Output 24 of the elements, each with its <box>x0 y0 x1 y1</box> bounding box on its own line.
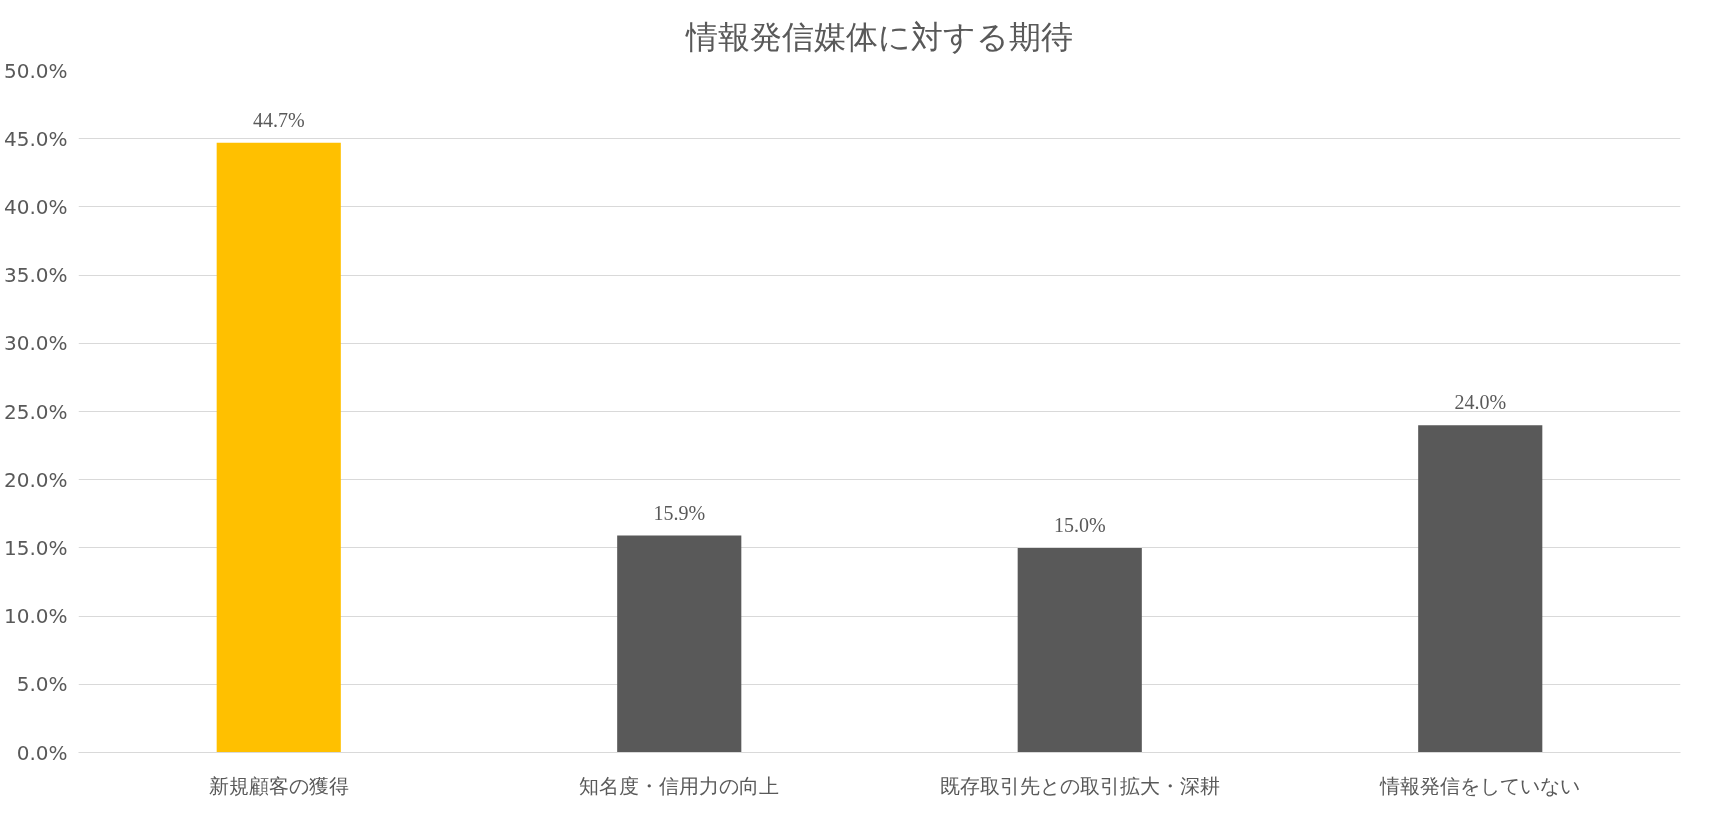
y-tick-label: 50.0% <box>3 58 68 83</box>
y-tick-label: 45.0% <box>3 126 68 151</box>
x-tick-label: 新規顧客の獲得 <box>208 773 349 798</box>
bar <box>216 142 341 753</box>
bar <box>1418 425 1543 753</box>
data-label: 15.9% <box>653 501 706 524</box>
y-tick-label: 20.0% <box>3 467 68 492</box>
bar <box>1017 547 1142 753</box>
data-label: 15.0% <box>1053 513 1106 536</box>
y-tick-label: 30.0% <box>3 331 68 356</box>
chart-title: 情報発信媒体に対する期待 <box>685 17 1073 56</box>
y-tick-label: 35.0% <box>3 263 68 288</box>
y-tick-label: 25.0% <box>3 399 68 424</box>
y-tick-label: 40.0% <box>3 194 68 219</box>
y-tick-label: 10.0% <box>3 604 68 629</box>
data-label: 44.7% <box>252 108 305 131</box>
bar <box>617 535 742 753</box>
x-tick-label: 既存取引先との取引拡大・深耕 <box>939 773 1220 798</box>
y-tick-label: 5.0% <box>16 672 68 697</box>
x-tick-label: 情報発信をしていない <box>1379 773 1581 798</box>
y-tick-label: 15.0% <box>3 535 68 560</box>
data-label: 24.0% <box>1454 391 1507 414</box>
y-tick-label: 0.0% <box>16 740 68 765</box>
x-tick-label: 知名度・信用力の向上 <box>579 773 780 798</box>
